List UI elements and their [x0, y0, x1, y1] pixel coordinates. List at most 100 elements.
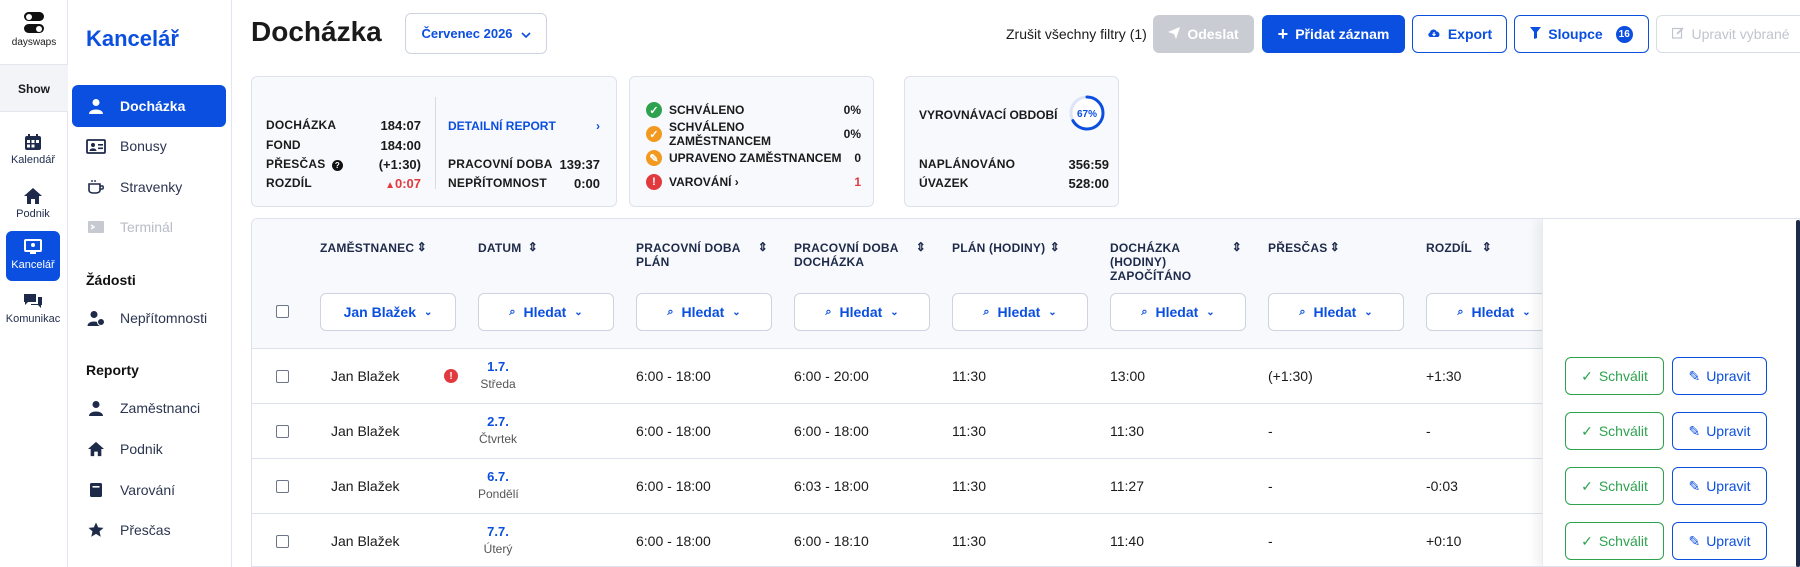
rail-item-communication[interactable]: Komunikac: [6, 285, 60, 335]
add-record-button[interactable]: + Přidat záznam: [1262, 15, 1405, 53]
work-attendance-filter[interactable]: ⌕ Hledat ⌄: [794, 293, 930, 331]
sidebar-item-bonuses[interactable]: Bonusy: [72, 125, 226, 167]
export-button[interactable]: Export: [1412, 15, 1507, 53]
overtime-cell: -: [1268, 533, 1273, 549]
edit-button[interactable]: ✎ Upravit: [1672, 357, 1767, 395]
plus-icon: +: [1277, 24, 1289, 44]
plan-hours-filter[interactable]: ⌕ Hledat ⌄: [952, 293, 1088, 331]
progress-ring-label: 67%: [1077, 109, 1097, 120]
sidebar-item-warnings[interactable]: Varování: [72, 469, 226, 511]
edit-selected-button[interactable]: Upravit vybrané: [1656, 15, 1800, 53]
vertical-scrollbar[interactable]: [1796, 220, 1800, 567]
rail-item-business[interactable]: Podnik: [6, 180, 60, 230]
table-row[interactable]: Jan Blažek 6.7. Pondělí 6:00 - 18:00 6:03…: [252, 459, 1799, 514]
detail-report-link[interactable]: DETAILNÍ REPORT ›: [448, 119, 600, 133]
column-header-work-attendance[interactable]: PRACOVNÍ DOBA DOCHÁZKA ⇕: [794, 240, 926, 269]
attendance-counted-filter[interactable]: ⌕ Hledat ⌄: [1110, 293, 1246, 331]
row-checkbox[interactable]: [276, 425, 289, 438]
select-all-checkbox[interactable]: [276, 305, 289, 318]
sidebar-item-business[interactable]: Podnik: [72, 428, 226, 470]
difference-filter[interactable]: ⌕ Hledat ⌄: [1426, 293, 1562, 331]
date-link[interactable]: 1.7.: [487, 359, 509, 374]
help-icon[interactable]: ?: [331, 160, 343, 171]
balance-period-label: VYROVNÁVACÍ OBDOBÍ: [919, 108, 1058, 122]
status-approved-by-employee: ✓ SCHVÁLENO ZAMĚSTNANCEM 0%: [646, 120, 861, 148]
rail-item-label: Kancelář: [11, 259, 55, 271]
edit-button[interactable]: ✎ Upravit: [1672, 467, 1767, 505]
chevron-down-icon: ⌄: [732, 306, 741, 318]
date-link[interactable]: 7.7.: [487, 524, 509, 539]
progress-ring: 67%: [1069, 95, 1105, 131]
date-link[interactable]: 2.7.: [487, 414, 509, 429]
sidebar-item-label: Přesčas: [120, 522, 171, 538]
status-approved: ✓ SCHVÁLENO 0%: [646, 100, 861, 120]
column-header-date[interactable]: DATUM ⇕: [478, 240, 538, 255]
rail-item-calendar[interactable]: Kalendář: [6, 126, 60, 176]
balance-contract: ÚVAZEK 528:00: [919, 176, 1109, 191]
employee-filter[interactable]: Jan Blažek ⌄: [320, 293, 456, 331]
sidebar-item-overtime[interactable]: Přesčas: [72, 509, 226, 551]
attendance-counted-cell: 13:00: [1110, 368, 1146, 384]
columns-label: Sloupce: [1548, 26, 1603, 42]
approve-button[interactable]: ✓ Schválit: [1565, 412, 1664, 450]
column-header-plan-hours[interactable]: PLÁN (HODINY) ⇕: [952, 240, 1060, 255]
column-header-overtime[interactable]: PŘESČAS ⇕: [1268, 240, 1340, 255]
rail-item-office[interactable]: Kancelář: [6, 231, 60, 281]
logo-text: dayswaps: [11, 37, 57, 48]
date-link[interactable]: 6.7.: [487, 469, 509, 484]
status-warnings[interactable]: ! VAROVÁNÍ › 1: [646, 172, 861, 192]
column-header-difference[interactable]: ROZDÍL ⇕: [1426, 240, 1492, 255]
employee-name: Jan Blažek: [331, 478, 400, 494]
send-button[interactable]: Odeslat: [1153, 15, 1254, 53]
filter-icon: [1530, 26, 1542, 42]
weekday: Pondělí: [478, 487, 519, 501]
work-attendance-cell: 6:00 - 20:00: [794, 368, 869, 384]
sidebar-item-attendance[interactable]: Docházka: [72, 85, 226, 127]
table-row[interactable]: Jan Blažek 7.7. Úterý 6:00 - 18:00 6:00 -…: [252, 514, 1799, 566]
edit-button[interactable]: ✎ Upravit: [1672, 412, 1767, 450]
clear-filters-link[interactable]: Zrušit všechny filtry (1): [1006, 26, 1147, 42]
approve-button[interactable]: ✓ Schválit: [1565, 357, 1664, 395]
row-checkbox[interactable]: [276, 480, 289, 493]
page-title: Docházka: [251, 16, 382, 47]
chevron-down-icon: ⌄: [1364, 306, 1373, 318]
sidebar-item-meal-vouchers[interactable]: Stravenky: [72, 166, 226, 208]
overtime-cell: -: [1268, 423, 1273, 439]
summary-overtime: PŘESČAS ? (+1:30): [266, 157, 421, 172]
column-header-attendance-counted[interactable]: DOCHÁZKA (HODINY) ZAPOČÍTÁNO ⇕: [1110, 240, 1242, 283]
weekday: Čtvrtek: [478, 432, 517, 446]
column-header-employee[interactable]: ZAMĚSTNANEC ⇕: [320, 240, 427, 255]
work-plan-filter[interactable]: ⌕ Hledat ⌄: [636, 293, 772, 331]
sort-icon: ⇕: [527, 240, 538, 254]
row-checkbox[interactable]: [276, 535, 289, 548]
date-cell: 6.7. Pondělí: [478, 469, 519, 501]
chevron-down-icon: ⌄: [574, 306, 583, 318]
sidebar-item-absences[interactable]: Nepřítomnosti: [72, 297, 226, 339]
approve-button[interactable]: ✓ Schválit: [1565, 522, 1664, 560]
row-checkbox[interactable]: [276, 370, 289, 383]
table-row[interactable]: Jan Blažek ! 1.7. Středa 6:00 - 18:00 6:0…: [252, 349, 1799, 404]
difference-cell: +1:30: [1426, 368, 1462, 384]
rail-show-button[interactable]: Show: [0, 64, 68, 112]
column-header-work-plan[interactable]: PRACOVNÍ DOBA PLÁN ⇕: [636, 240, 768, 269]
chevron-down-icon: ⌄: [423, 306, 433, 318]
search-icon: ⌕: [1141, 305, 1148, 318]
columns-button[interactable]: Sloupce 16: [1514, 15, 1649, 53]
edit-button[interactable]: ✎ Upravit: [1672, 522, 1767, 560]
chevron-right-icon: ›: [596, 119, 600, 133]
overtime-filter[interactable]: ⌕ Hledat ⌄: [1268, 293, 1404, 331]
dayswaps-logo[interactable]: dayswaps: [0, 12, 68, 48]
search-icon: ⌕: [825, 305, 832, 318]
chevron-right-icon: ›: [734, 175, 739, 189]
search-icon: ⌕: [1457, 305, 1464, 318]
edit-icon: ✎: [1688, 532, 1701, 549]
terminal-icon: [72, 219, 120, 235]
approve-button[interactable]: ✓ Schválit: [1565, 467, 1664, 505]
sidebar-item-employees[interactable]: Zaměstnanci: [72, 387, 226, 429]
table-row[interactable]: Jan Blažek 2.7. Čtvrtek 6:00 - 18:00 6:00…: [252, 404, 1799, 459]
date-filter[interactable]: ⌕ Hledat ⌄: [478, 293, 614, 331]
summary-fund: FOND 184:00: [266, 138, 421, 153]
add-record-label: Přidat záznam: [1295, 26, 1390, 42]
month-selector[interactable]: Červenec 2026: [405, 13, 547, 54]
warning-icon[interactable]: !: [444, 369, 458, 383]
